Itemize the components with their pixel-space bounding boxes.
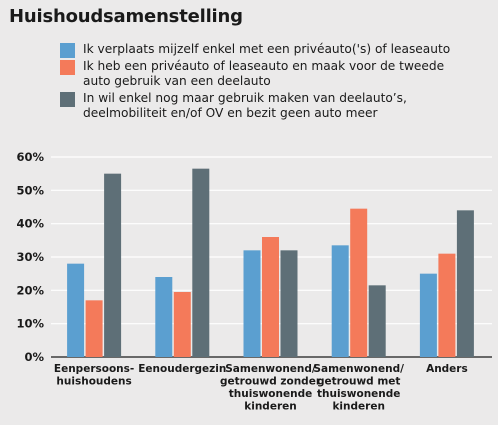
bar	[456, 210, 474, 357]
legend-label-line: In wil enkel nog maar gebruik maken van …	[83, 91, 407, 105]
legend-swatch-slate	[60, 92, 75, 107]
bar	[155, 277, 173, 357]
y-tick-label: 60%	[16, 150, 44, 164]
y-tick-label: 0%	[24, 350, 44, 364]
bar	[85, 300, 103, 357]
legend-swatch-blue	[60, 43, 75, 58]
bar	[419, 273, 437, 357]
x-tick-label: kinderen	[244, 401, 296, 413]
x-tick-label: thuiswonende	[229, 388, 312, 400]
legend-label-line: Ik heb een privéauto of leaseauto en maa…	[83, 59, 445, 73]
x-tick-label: thuiswonende	[317, 388, 400, 400]
x-tick-label: Eenoudergezin	[138, 363, 226, 375]
y-tick-label: 40%	[16, 217, 44, 231]
bar	[262, 237, 279, 357]
legend-item-series-3: In wil enkel nog maar gebruik maken van …	[60, 91, 490, 121]
bar	[192, 168, 210, 357]
bar	[104, 173, 122, 357]
y-tick-label: 50%	[16, 183, 44, 197]
bar	[350, 208, 368, 357]
bar	[438, 253, 456, 357]
bar	[67, 263, 85, 357]
x-tick-label: getrouwd met	[317, 376, 400, 388]
x-tick-label: Eenpersoons-	[54, 363, 134, 375]
x-tick-label: Anders	[426, 363, 468, 375]
legend-label-line: auto gebruik van een deelauto	[83, 74, 271, 88]
x-tick-label: Samenwonend/	[225, 363, 316, 375]
legend-item-series-2: Ik heb een privéauto of leaseauto en maa…	[60, 59, 490, 89]
legend-label-line: Ik verplaats mijzelf enkel met een privé…	[83, 42, 451, 56]
legend-item-series-1: Ik verplaats mijzelf enkel met een privé…	[60, 42, 490, 58]
x-tick-label: kinderen	[332, 401, 384, 413]
x-tick-label: Samenwonend/	[313, 363, 404, 375]
bar	[331, 245, 349, 357]
x-tick-label: getrouwd zonder	[220, 376, 322, 388]
legend: Ik verplaats mijzelf enkel met een privé…	[60, 42, 490, 123]
y-tick-label: 10%	[16, 317, 44, 331]
chart-title: Huishoudsamenstelling	[9, 6, 243, 27]
bar	[173, 292, 191, 357]
legend-label-line: deelmobiliteit en/of OV en bezit geen au…	[83, 106, 378, 120]
y-tick-label: 30%	[16, 250, 44, 264]
bar	[280, 250, 298, 357]
legend-swatch-orange	[60, 60, 75, 75]
x-tick-label: huishoudens	[56, 376, 131, 388]
y-tick-label: 20%	[16, 283, 44, 297]
bar	[368, 285, 386, 357]
bar	[243, 250, 261, 357]
